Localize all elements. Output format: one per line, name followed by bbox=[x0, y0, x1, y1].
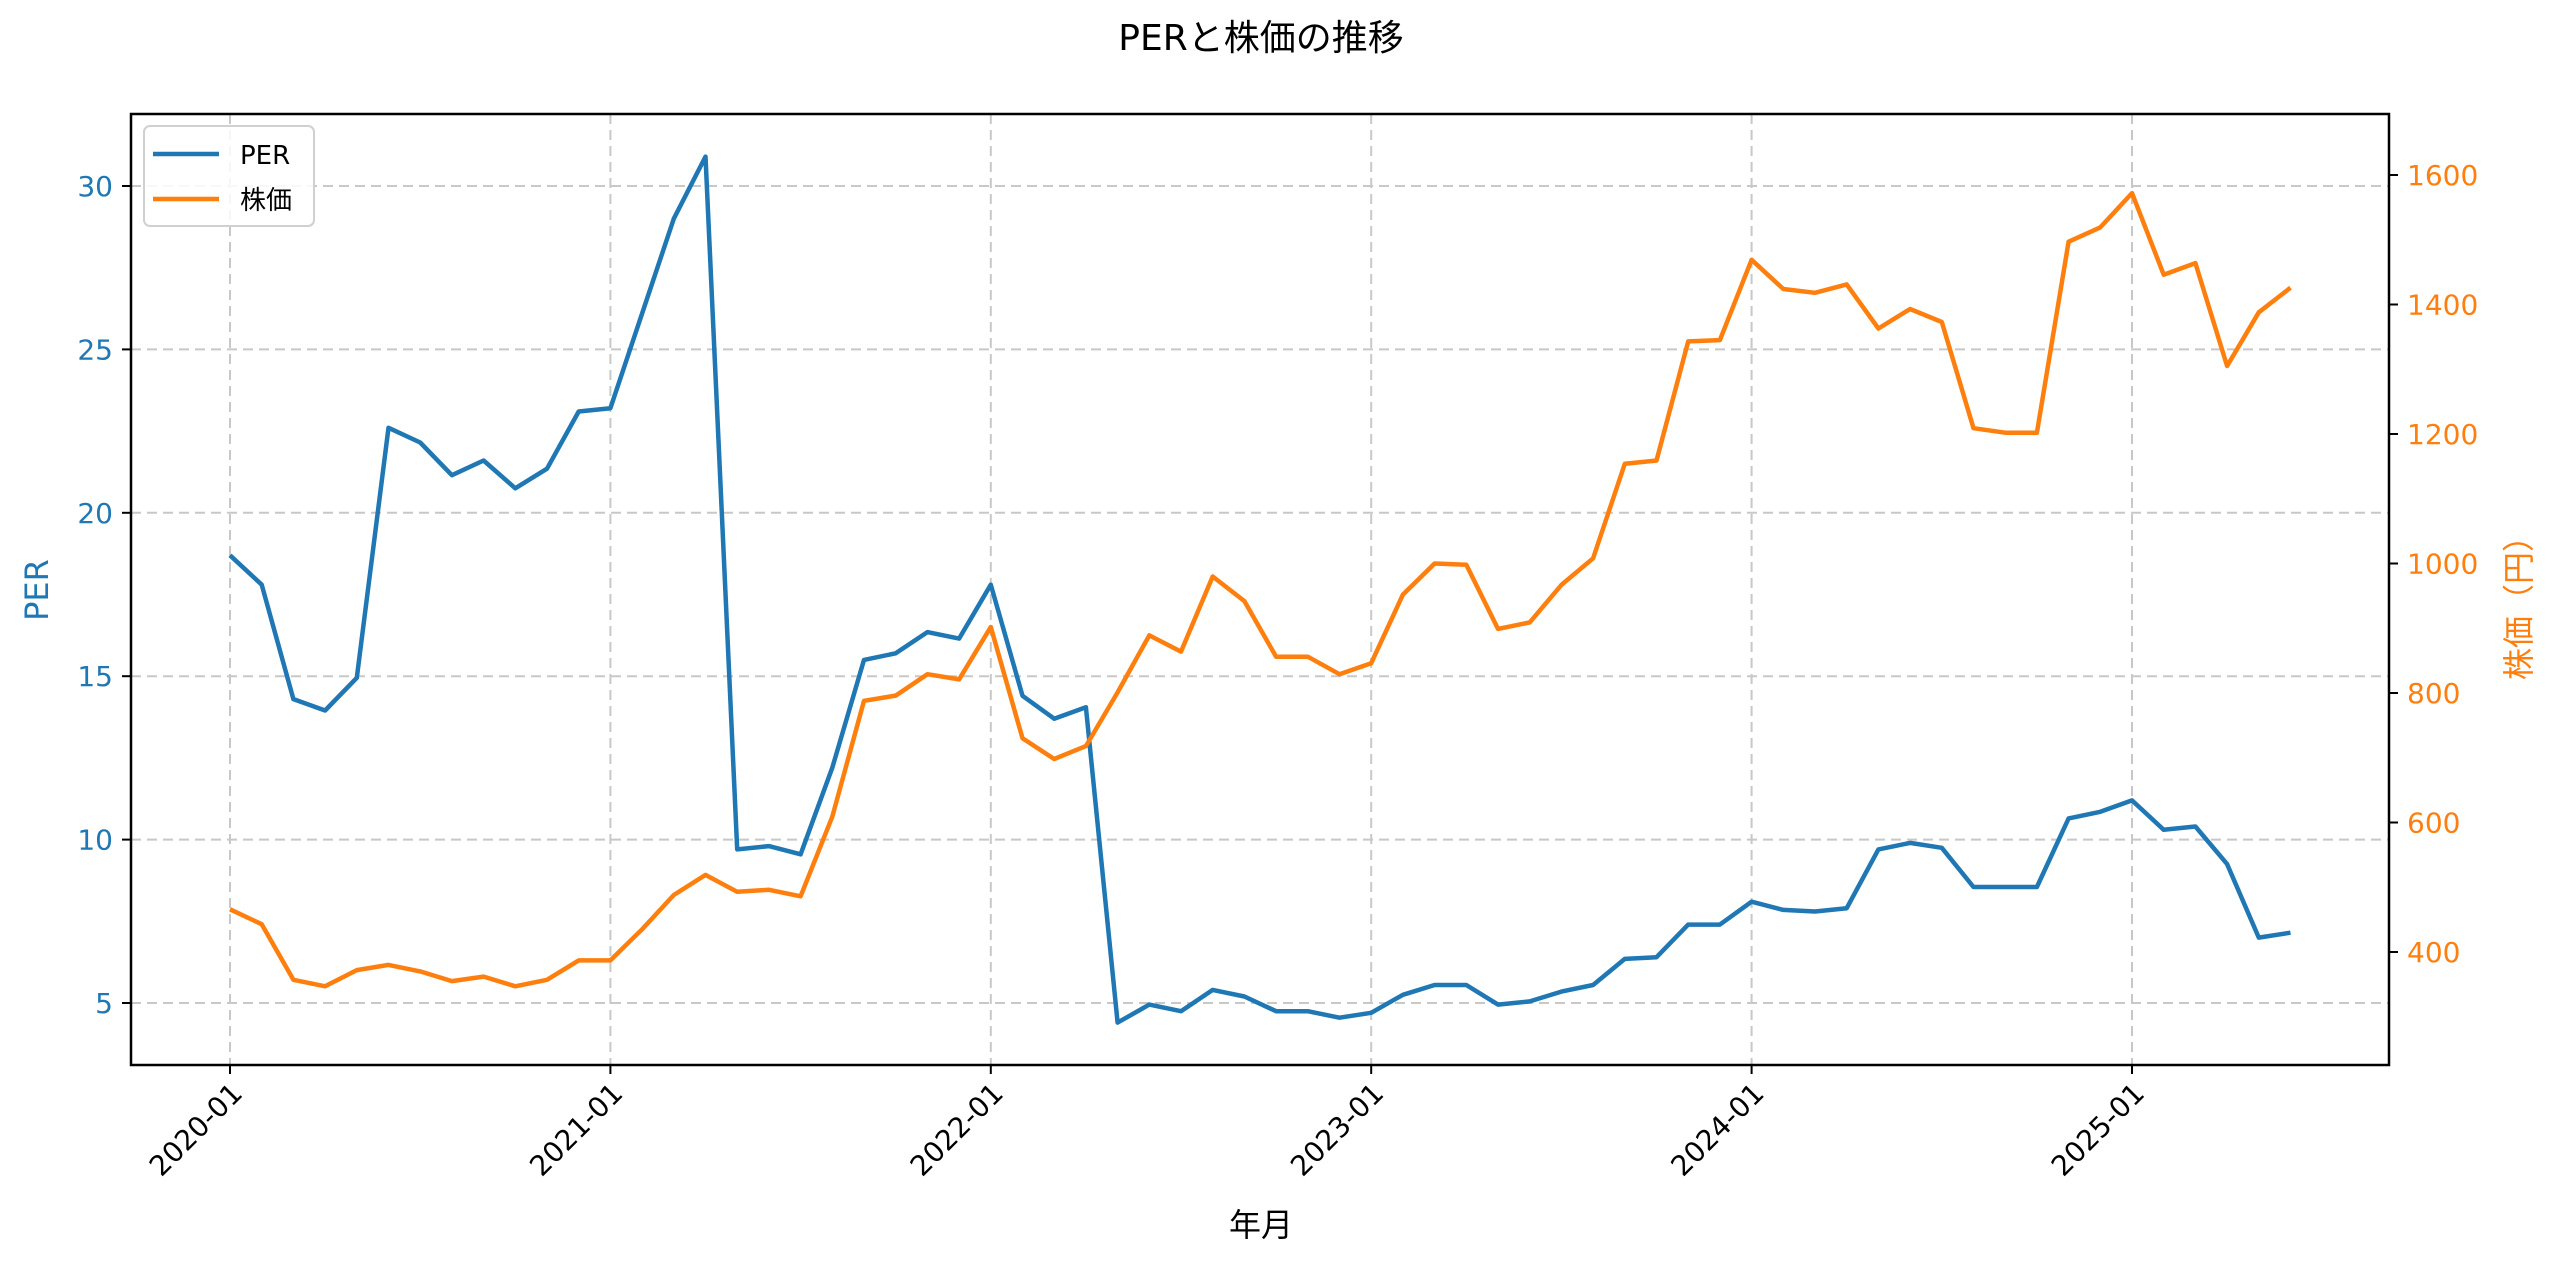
left-tick-label: 30 bbox=[77, 170, 113, 203]
right-y-axis: 400 600 800 1000 1200 1400 1600 bbox=[2389, 159, 2478, 969]
x-tick-label: 2024-01 bbox=[1664, 1077, 1770, 1183]
x-axis: 2020-01 2021-01 2022-01 2023-01 2024-01 2025-… bbox=[143, 1065, 2151, 1183]
left-tick-label: 5 bbox=[95, 987, 113, 1020]
chart-title: PERと株価の推移 bbox=[1118, 18, 1403, 59]
right-tick-label: 400 bbox=[2407, 936, 2460, 969]
left-tick-label: 15 bbox=[77, 660, 113, 693]
grid-lines bbox=[131, 114, 2389, 1065]
left-tick-label: 20 bbox=[77, 497, 113, 530]
right-tick-label: 1400 bbox=[2407, 289, 2478, 322]
legend: PER 株価 bbox=[143, 125, 315, 227]
left-axis-label: PER bbox=[18, 559, 56, 621]
plot-frame bbox=[129, 112, 2391, 1067]
left-y-axis: 5 10 15 20 25 30 bbox=[77, 170, 131, 1020]
series-lines bbox=[228, 154, 2292, 1025]
left-tick-label: 25 bbox=[77, 333, 113, 366]
x-axis-label: 年月 bbox=[1229, 1206, 1293, 1244]
x-tick-label: 2022-01 bbox=[904, 1077, 1010, 1183]
right-tick-label: 600 bbox=[2407, 807, 2460, 840]
right-axis-label: 株価（円） bbox=[2500, 520, 2538, 680]
per-line bbox=[228, 154, 2291, 1025]
right-tick-label: 800 bbox=[2407, 677, 2460, 710]
legend-price-label: 株価 bbox=[240, 186, 292, 216]
x-tick-label: 2021-01 bbox=[523, 1077, 629, 1183]
right-tick-label: 1000 bbox=[2407, 548, 2478, 581]
x-tick-label: 2023-01 bbox=[1284, 1077, 1390, 1183]
right-tick-label: 1200 bbox=[2407, 418, 2478, 451]
x-tick-label: 2020-01 bbox=[143, 1077, 249, 1183]
x-tick-label: 2025-01 bbox=[2045, 1077, 2151, 1183]
left-tick-label: 10 bbox=[77, 824, 113, 857]
price-line bbox=[229, 190, 2292, 989]
right-tick-label: 1600 bbox=[2407, 159, 2478, 192]
legend-per-label: PER bbox=[240, 141, 290, 171]
